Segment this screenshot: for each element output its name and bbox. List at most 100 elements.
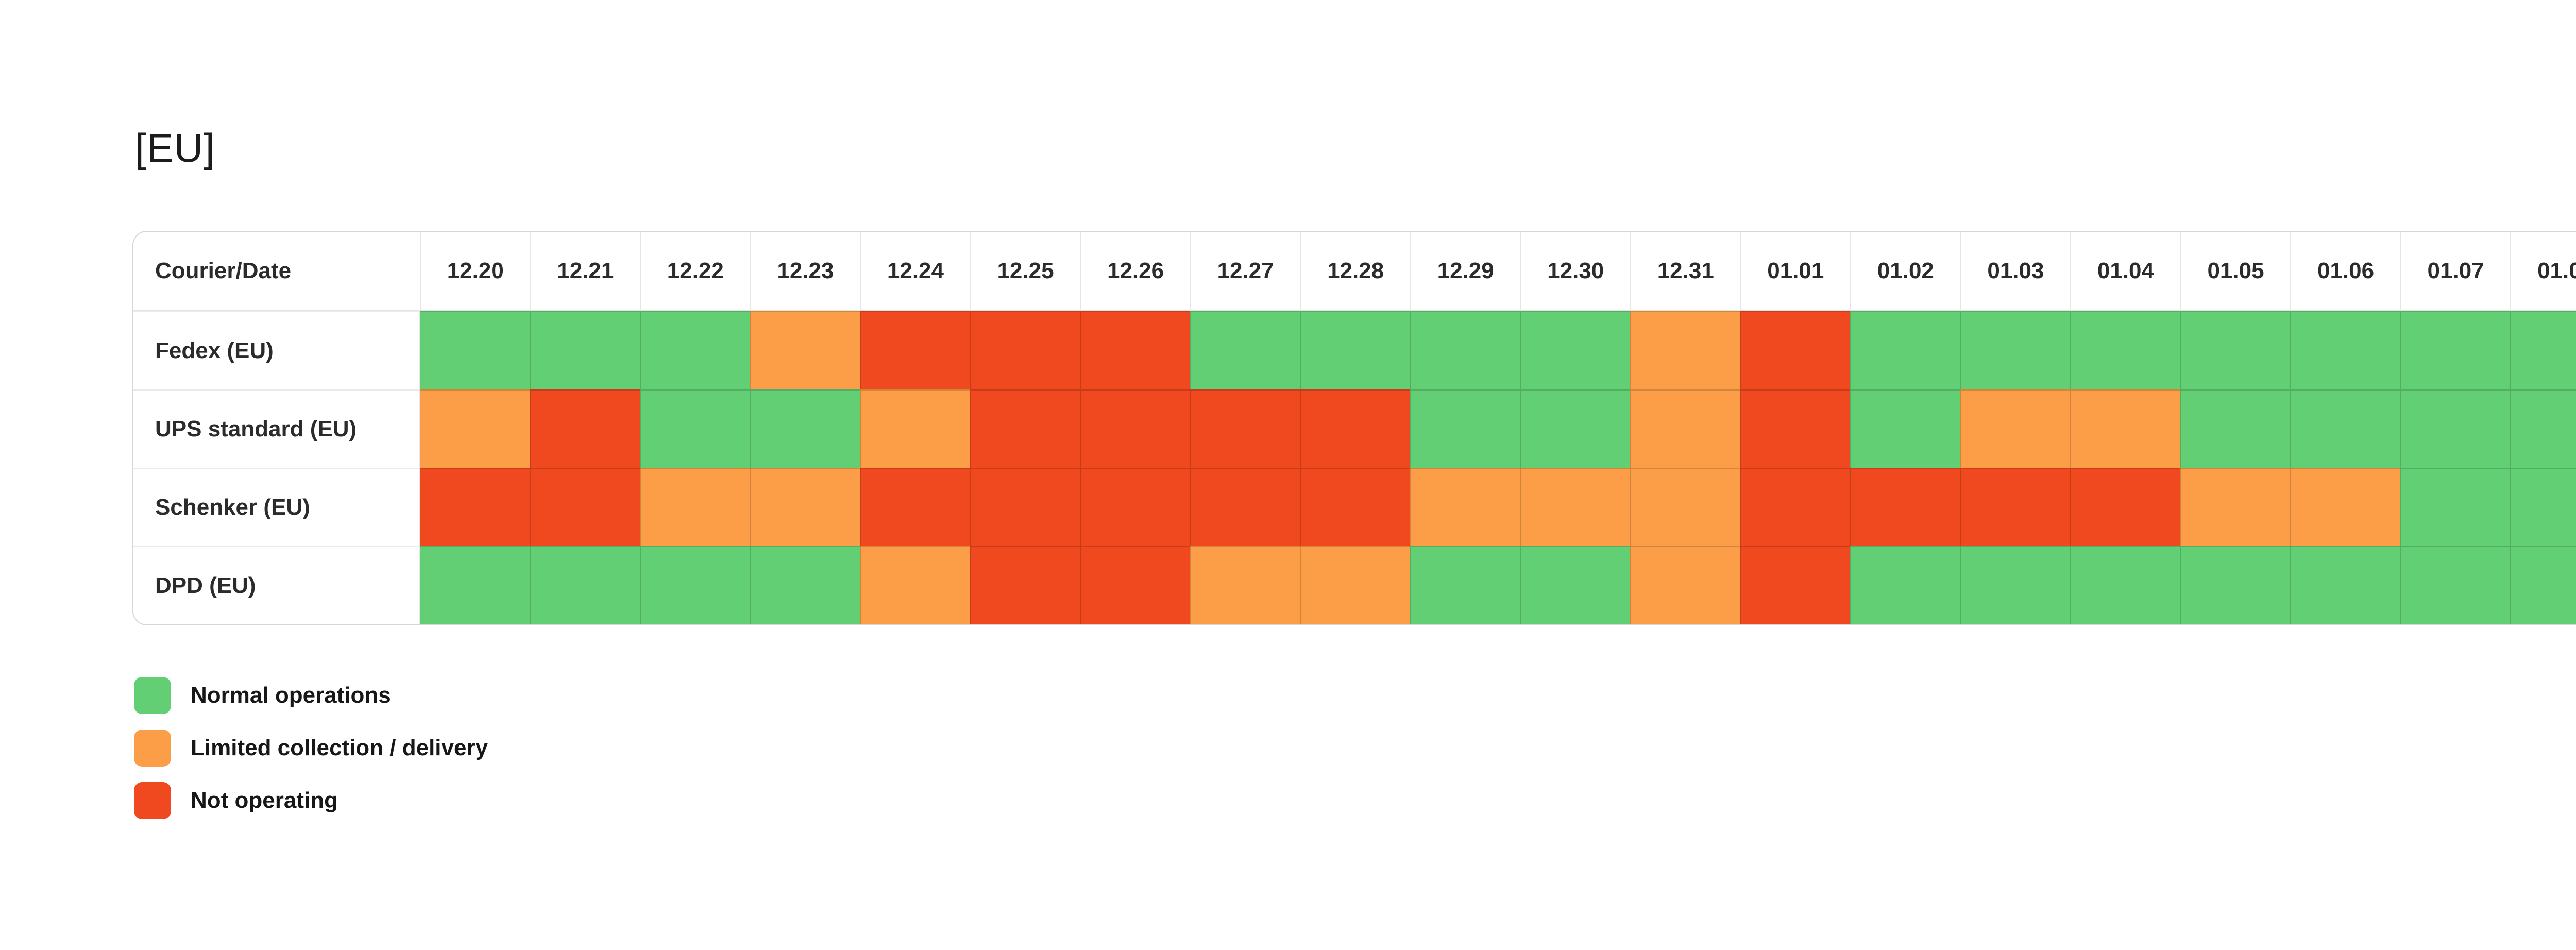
status-cell-not_operating [1190, 389, 1300, 468]
date-header-12.20: 12.20 [420, 232, 530, 310]
status-cell-not_operating [1850, 468, 1960, 546]
status-cell-not_operating [1740, 546, 1851, 624]
date-header-01.08: 01.08 [2510, 232, 2576, 310]
status-cell-normal [2290, 311, 2400, 389]
status-cell-normal [1960, 311, 2071, 389]
status-cell-not_operating [860, 468, 970, 546]
status-cell-not_operating [1740, 389, 1851, 468]
status-cell-limited [640, 468, 750, 546]
legend-swatch-not_operating [134, 782, 171, 819]
status-cell-normal [530, 311, 640, 389]
status-cell-normal [1520, 389, 1630, 468]
status-cell-normal [1850, 546, 1960, 624]
status-cell-not_operating [1080, 311, 1190, 389]
date-header-12.23: 12.23 [750, 232, 860, 310]
status-cell-normal [420, 311, 530, 389]
date-header-12.21: 12.21 [530, 232, 640, 310]
table-row: Schenker (EU) [133, 468, 2576, 546]
date-header-12.28: 12.28 [1300, 232, 1410, 310]
status-cell-normal [1960, 546, 2071, 624]
status-cell-normal [2510, 468, 2576, 546]
status-cell-limited [750, 311, 860, 389]
status-cell-not_operating [860, 311, 970, 389]
date-header-12.30: 12.30 [1520, 232, 1630, 310]
status-cell-normal [2070, 546, 2180, 624]
status-cell-normal [530, 546, 640, 624]
table-row: UPS standard (EU) [133, 389, 2576, 468]
status-cell-limited [860, 546, 970, 624]
status-cell-normal [2400, 468, 2511, 546]
date-header-01.05: 01.05 [2180, 232, 2291, 310]
table-row: DPD (EU) [133, 546, 2576, 624]
date-header-01.04: 01.04 [2070, 232, 2180, 310]
status-cell-normal [640, 311, 750, 389]
date-header-01.02: 01.02 [1850, 232, 1960, 310]
status-cell-normal [640, 546, 750, 624]
legend-item: Not operating [134, 782, 488, 819]
date-header-12.22: 12.22 [640, 232, 750, 310]
status-cell-normal [2400, 389, 2511, 468]
status-cell-normal [2510, 546, 2576, 624]
date-header-12.27: 12.27 [1190, 232, 1300, 310]
date-header-01.01: 01.01 [1740, 232, 1851, 310]
status-cell-not_operating [1300, 389, 1410, 468]
status-cell-normal [2290, 546, 2400, 624]
status-cell-not_operating [970, 546, 1080, 624]
legend: Normal operations Limited collection / de… [134, 677, 488, 819]
status-cell-normal [2290, 389, 2400, 468]
legend-item: Limited collection / delivery [134, 730, 488, 767]
status-cell-not_operating [970, 389, 1080, 468]
status-cell-not_operating [530, 389, 640, 468]
status-cell-not_operating [1080, 389, 1190, 468]
status-cell-not_operating [530, 468, 640, 546]
legend-label: Limited collection / delivery [191, 735, 488, 760]
table-row: Fedex (EU) [133, 311, 2576, 389]
courier-label: UPS standard (EU) [133, 389, 420, 468]
courier-label: DPD (EU) [133, 546, 420, 624]
status-cell-normal [2180, 311, 2291, 389]
status-cell-limited [860, 389, 970, 468]
status-cell-normal [420, 546, 530, 624]
status-cell-limited [420, 389, 530, 468]
status-cell-limited [2180, 468, 2291, 546]
status-cell-not_operating [1080, 546, 1190, 624]
status-cell-normal [1850, 311, 1960, 389]
status-cell-limited [1630, 546, 1740, 624]
date-header-12.24: 12.24 [860, 232, 970, 310]
status-cell-not_operating [1080, 468, 1190, 546]
status-cell-not_operating [1300, 468, 1410, 546]
status-cell-not_operating [970, 311, 1080, 389]
status-cell-normal [750, 546, 860, 624]
legend-swatch-limited [134, 730, 171, 767]
status-cell-limited [1300, 546, 1410, 624]
status-cell-not_operating [2070, 468, 2180, 546]
date-header-12.25: 12.25 [970, 232, 1080, 310]
status-cell-limited [1630, 468, 1740, 546]
status-cell-normal [1190, 311, 1300, 389]
status-cell-limited [750, 468, 860, 546]
status-cell-limited [1630, 389, 1740, 468]
status-cell-not_operating [1190, 468, 1300, 546]
courier-label: Fedex (EU) [133, 311, 420, 389]
status-cell-limited [2070, 389, 2180, 468]
status-cell-not_operating [970, 468, 1080, 546]
status-cell-normal [1410, 389, 1520, 468]
courier-label: Schenker (EU) [133, 468, 420, 546]
corner-header-cell: Courier/Date [133, 232, 420, 310]
date-header-01.07: 01.07 [2400, 232, 2511, 310]
status-cell-normal [750, 389, 860, 468]
legend-item: Normal operations [134, 677, 488, 714]
status-cell-normal [1410, 546, 1520, 624]
status-cell-normal [640, 389, 750, 468]
courier-status-table: Courier/Date 12.20 12.21 12.22 12.23 12.24 12… [132, 231, 2576, 625]
status-cell-normal [1520, 546, 1630, 624]
legend-label: Normal operations [191, 683, 391, 708]
status-cell-limited [1410, 468, 1520, 546]
status-cell-normal [2180, 389, 2291, 468]
status-cell-normal [2510, 311, 2576, 389]
status-cell-not_operating [420, 468, 530, 546]
status-cell-normal [1300, 311, 1410, 389]
status-cell-limited [1630, 311, 1740, 389]
status-cell-normal [1520, 311, 1630, 389]
date-header-01.03: 01.03 [1960, 232, 2071, 310]
